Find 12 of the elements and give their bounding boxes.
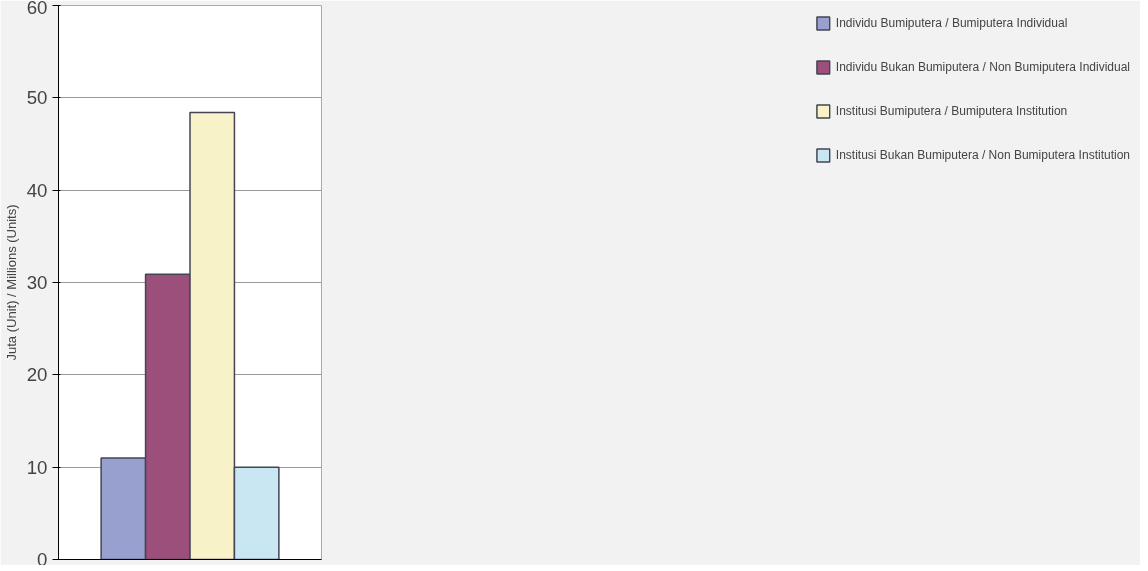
y-tick-label: 0 — [37, 548, 48, 570]
y-tick-label: 10 — [26, 456, 48, 478]
y-tick-label: 40 — [26, 179, 48, 201]
y-axis-title: Juta (Unit) / Millions (Units) — [3, 204, 19, 361]
y-tick-label: 20 — [26, 364, 48, 386]
legend-label: Institusi Bumiputera / Bumiputera Institution — [835, 104, 1068, 118]
y-tick-label: 60 — [26, 0, 48, 18]
legend-label: Individu Bumiputera / Bumiputera Individual — [835, 16, 1068, 30]
y-tick-label: 50 — [26, 87, 48, 109]
y-tick-label: 30 — [26, 272, 48, 293]
legend-label: Institusi Bukan Bumiputera / Non Bumiputera Institution — [835, 148, 1130, 162]
legend-label: Individu Bukan Bumiputera / Non Bumiputera Individual — [835, 60, 1130, 74]
